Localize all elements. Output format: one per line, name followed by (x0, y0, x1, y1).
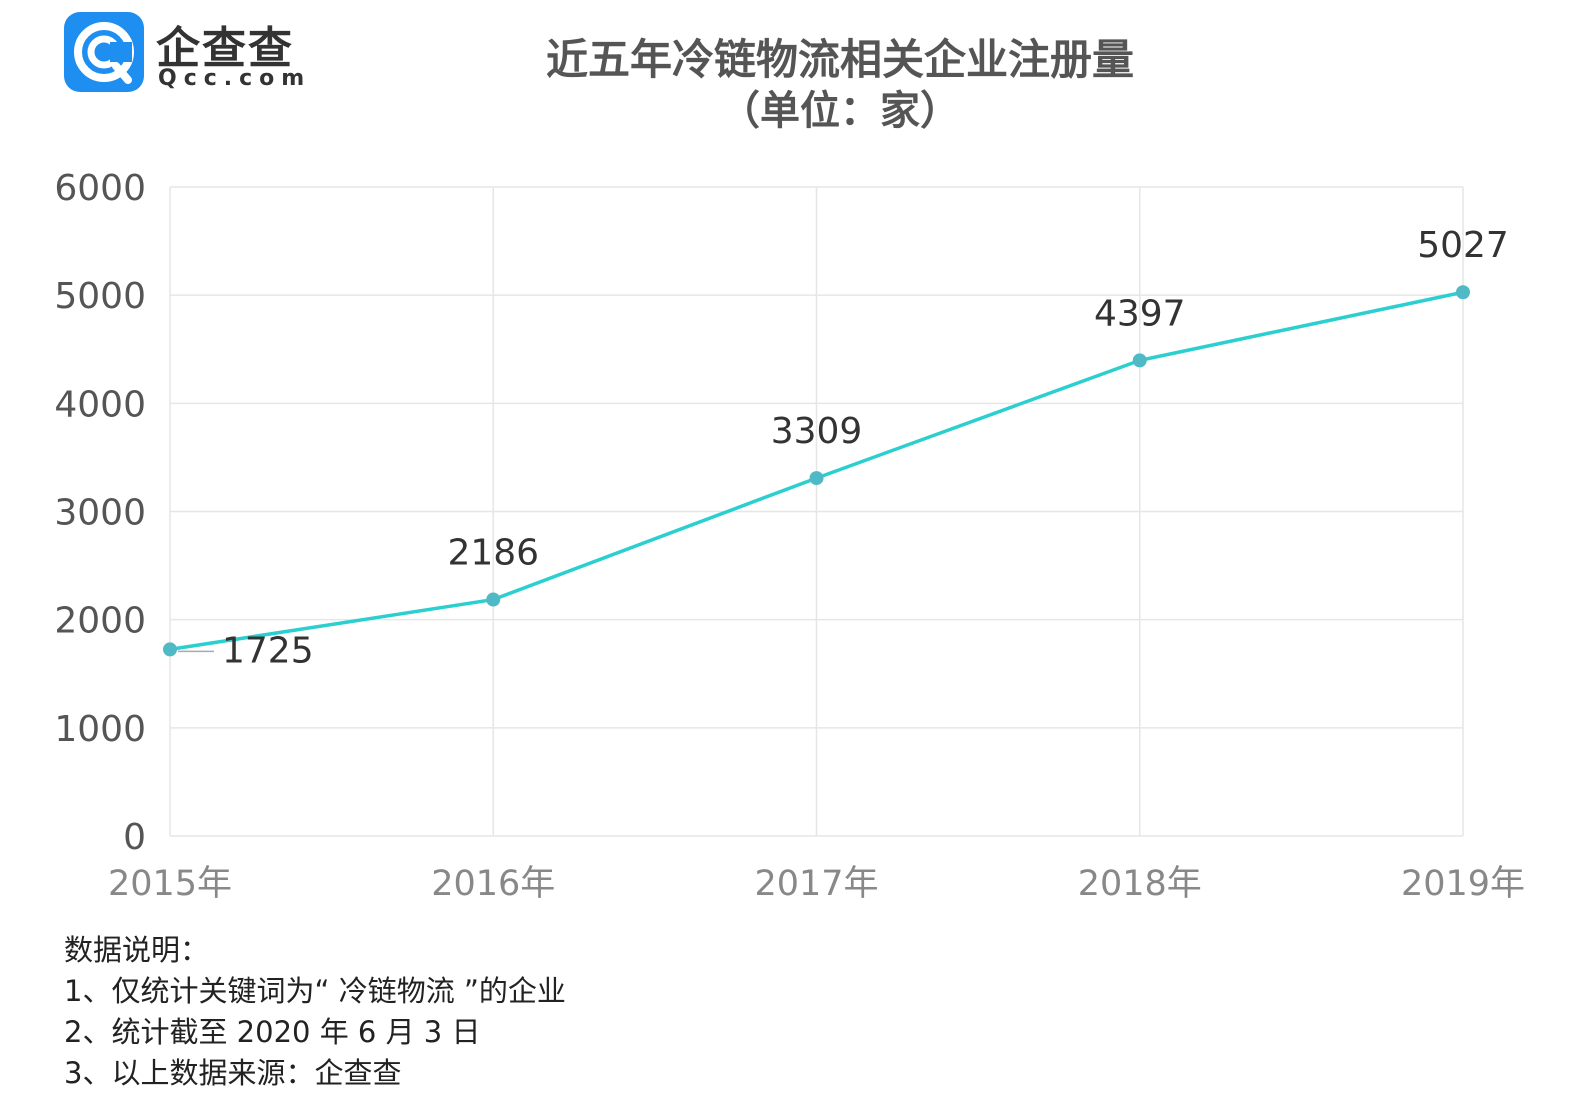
data-point (163, 642, 177, 657)
data-point (809, 471, 824, 486)
data-label: 4397 (1094, 293, 1186, 334)
y-tick-label: 3000 (54, 493, 146, 534)
logo-domain: Qcc.com (158, 66, 312, 91)
note-item: 2、统计截至 2020 年 6 月 3 日 (64, 1015, 481, 1049)
data-notes: 数据说明： 1、仅统计关键词为“ 冷链物流 ”的企业 2、统计截至 2020 年… (64, 930, 566, 1094)
logo-name: 企查查 (156, 23, 294, 74)
y-tick-label: 1000 (54, 709, 146, 750)
x-tick-label: 2018年 (1078, 864, 1202, 904)
y-tick-label: 0 (123, 817, 146, 858)
qcc-logo-icon (64, 12, 144, 92)
note-item: 3、以上数据来源：企查查 (64, 1056, 402, 1090)
data-point (486, 592, 501, 607)
x-tick-label: 2015年 (108, 864, 232, 904)
note-item: 1、仅统计关键词为“ 冷链物流 ”的企业 (64, 974, 566, 1008)
data-label: 3309 (771, 411, 863, 452)
data-label: 2186 (447, 533, 539, 574)
x-tick-label: 2017年 (754, 864, 878, 904)
data-label: 5027 (1417, 225, 1509, 266)
data-point (1456, 285, 1470, 300)
y-tick-label: 6000 (54, 168, 146, 209)
y-tick-label: 2000 (54, 601, 146, 642)
y-tick-label: 4000 (54, 384, 146, 425)
y-tick-label: 5000 (54, 276, 146, 317)
line-chart: 0 1000 2000 3000 4000 5000 6000 2015年 2016年 2017年… (54, 168, 1525, 904)
data-point (1132, 353, 1147, 368)
x-tick-label: 2016年 (431, 864, 555, 904)
qcc-logo: 企查查 Qcc.com (64, 12, 304, 96)
data-label: 1725 (222, 630, 314, 671)
x-tick-label: 2019年 (1401, 864, 1525, 904)
chart-title: 近五年冷链物流相关企业注册量 (545, 35, 1134, 84)
chart-subtitle: （单位：家） (720, 88, 960, 134)
notes-heading: 数据说明： (64, 933, 210, 967)
